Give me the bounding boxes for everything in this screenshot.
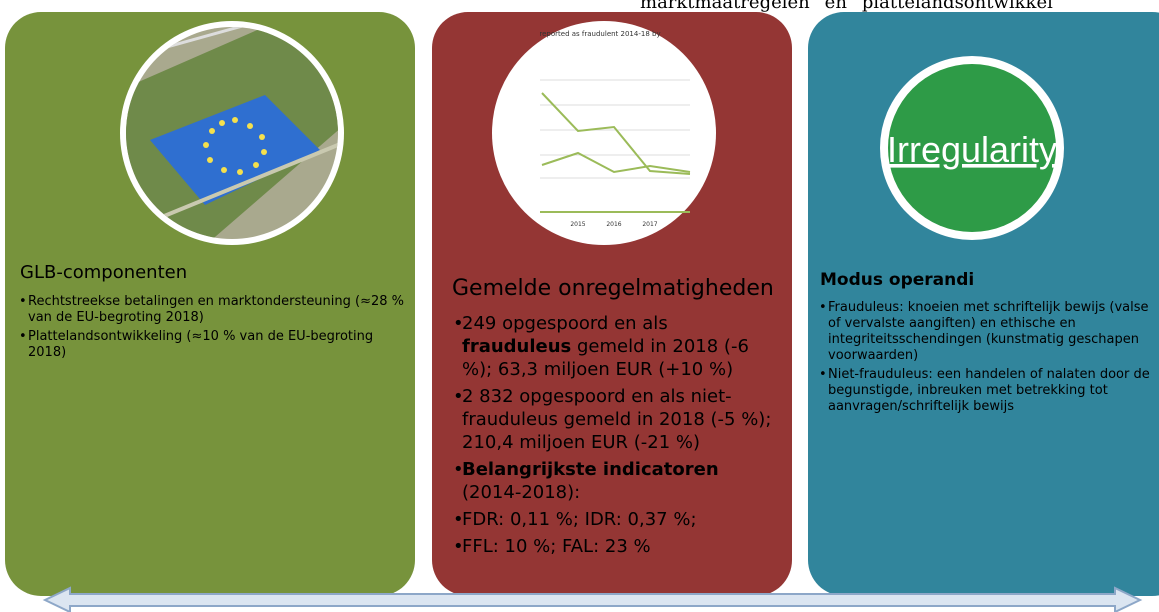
bullet: Plattelandsontwikkeling (≈10 % van de EU… (19, 328, 405, 361)
field-photo (126, 27, 338, 239)
bullet-list: Frauduleus: knoeien met schriftelijk bew… (819, 300, 1159, 415)
double-arrow (42, 586, 1143, 612)
bullet: 249 opgespoord en als frauduleus gemeld … (453, 312, 777, 381)
bullet: FFL: 10 %; FAL: 23 % (453, 535, 777, 558)
bullet-text: gemeld in 2018 (-6 %); 63,3 miljoen EUR … (462, 336, 749, 381)
bullet-text: Niet-frauduleus: een handelen of nalaten… (828, 367, 1150, 415)
header-fragment: marktmaatregelen” en “plattelandsontwikk… (640, 0, 1053, 13)
panel-title: Gemelde onregelmatigheden (452, 276, 774, 301)
bullet: Belangrijkste indicatoren (2014-2018): (453, 458, 777, 504)
bullet: Rechtstreekse betalingen en marktonderst… (19, 293, 405, 326)
bullet-text: FFL: 10 %; FAL: 23 % (462, 536, 651, 558)
chart-image-title: reported as fraudulent 2014-18 by (539, 30, 660, 38)
bullet: FDR: 0,11 %; IDR: 0,37 %; (453, 508, 777, 531)
bullet: Niet-frauduleus: een handelen of nalaten… (819, 367, 1159, 415)
chart-image-line (541, 92, 691, 175)
circle-frame (492, 21, 716, 245)
bullet-list: Rechtstreekse betalingen en marktonderst… (19, 293, 405, 361)
panel-title: Modus operandi (820, 270, 975, 290)
bullet-text: 249 opgespoord en als (462, 313, 668, 335)
chart-image-line (541, 151, 691, 174)
bullet-text: FDR: 0,11 %; IDR: 0,37 %; (462, 509, 697, 531)
bullet-list: 249 opgespoord en als frauduleus gemeld … (452, 312, 777, 558)
panel-text: Gemelde onregelmatigheden 249 opgespoord … (452, 276, 777, 562)
bullet-text: Belangrijkste indicatoren (462, 459, 719, 481)
bullet-text: frauduleus (462, 336, 572, 358)
bullet: Frauduleus: knoeien met schriftelijk bew… (819, 300, 1159, 364)
bullet-text: Plattelandsontwikkeling (≈10 % van de EU… (28, 328, 374, 360)
panel-text: GLB-componenten Rechtstreekse betalingen … (19, 262, 405, 364)
bullet: 2 832 opgespoord en als niet-frauduleus … (453, 385, 777, 454)
bullet-text: Frauduleus: knoeien met schriftelijk bew… (828, 300, 1149, 364)
chart-image-label: 2017 (642, 221, 657, 228)
badge-text: Irregularity (887, 129, 1057, 170)
badge-circle (888, 64, 1056, 232)
chart-image-label: 2016 (606, 221, 621, 228)
panel-title: GLB-componenten (20, 262, 188, 283)
chart-image-grid (540, 79, 690, 179)
chart-image-label: 2015 (570, 221, 585, 228)
bullet-text: 2 832 opgespoord en als niet-frauduleus … (462, 386, 772, 454)
panel-text: Modus operandi Frauduleus: knoeien met sc… (819, 270, 1159, 418)
bullet-text: (2014-2018): (462, 482, 581, 504)
bullet-text: Rechtstreekse betalingen en marktonderst… (28, 293, 405, 325)
